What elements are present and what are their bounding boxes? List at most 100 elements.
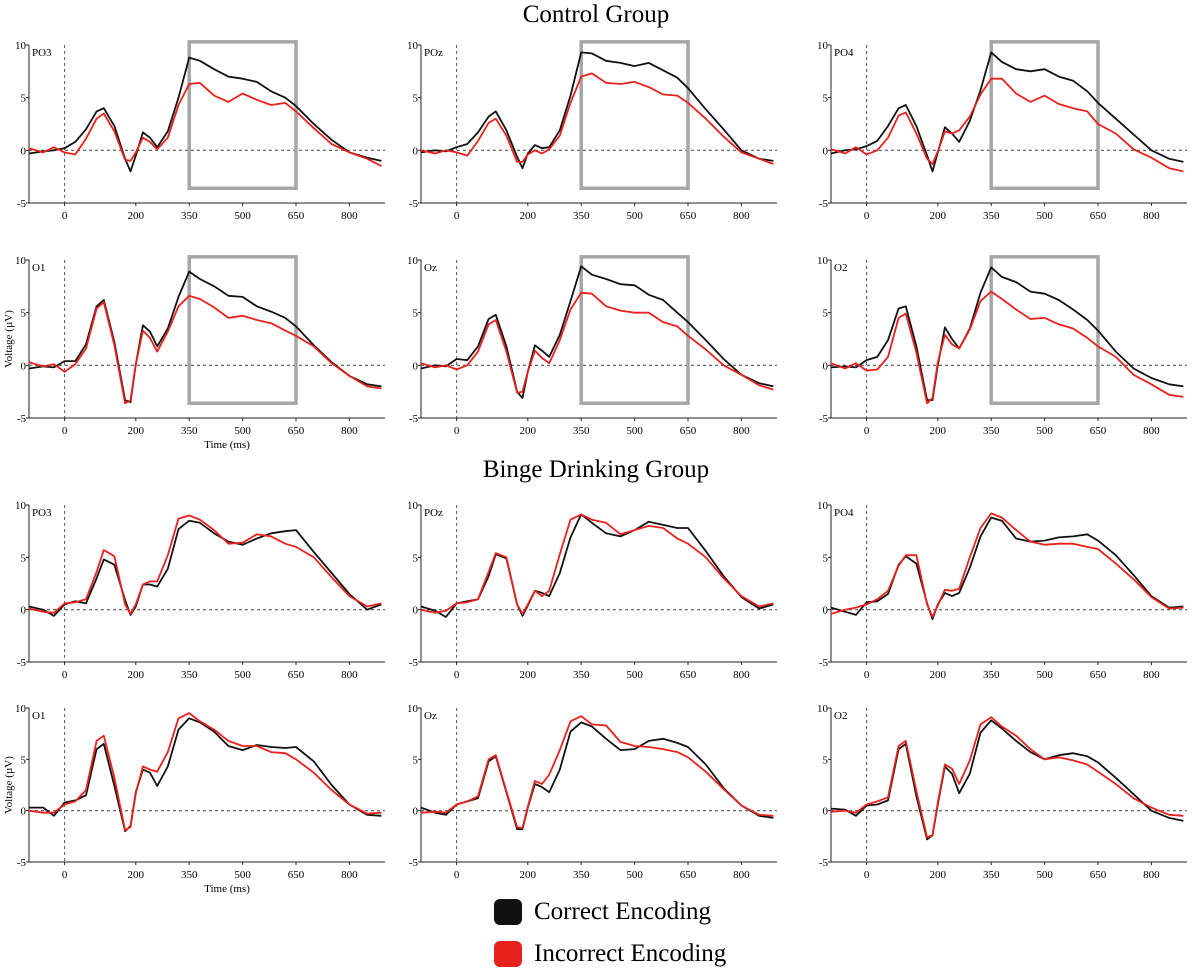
erp-panel-binge-po3: -5 0 5 10 0 200 350 500 650 800 PO3	[15, 500, 385, 681]
waveform-correct-encoding	[28, 519, 382, 617]
y-tick-label: -5	[17, 413, 27, 425]
x-tick-label: 800	[1143, 425, 1160, 437]
x-tick-label: 500	[234, 210, 251, 222]
x-tick-label: 650	[1090, 210, 1107, 222]
x-tick-label: 350	[181, 425, 198, 437]
y-tick-label: 0	[21, 605, 27, 617]
legend-label-correct: Correct Encoding	[534, 898, 712, 925]
x-tick-label: 800	[733, 425, 750, 437]
group-title: Control Group	[523, 1, 670, 28]
x-tick-label: 0	[864, 669, 870, 681]
x-tick-label: 650	[288, 869, 305, 881]
x-tick-label: 500	[1036, 210, 1053, 222]
erp-panel-control-o1: -5 0 5 10 0 200 350 500 650 800 O1 Voltage (µV) Time…	[3, 255, 385, 451]
y-tick-label: 5	[823, 93, 829, 105]
x-tick-label: 650	[680, 210, 697, 222]
waveform-correct-encoding	[830, 719, 1184, 841]
y-tick-label: 0	[823, 605, 829, 617]
legend-correct-encoding: Correct Encoding	[494, 898, 711, 926]
x-tick-label: 650	[288, 210, 305, 222]
y-tick-label: -5	[409, 657, 419, 669]
x-tick-label: 200	[520, 425, 537, 437]
x-tick-label: 650	[1090, 869, 1107, 881]
x-tick-label: 350	[573, 669, 590, 681]
x-tick-label: 800	[341, 210, 358, 222]
waveform-incorrect-encoding	[28, 514, 382, 615]
erp-panel-control-po3: -5 0 5 10 0 200 350 500 650 800 PO3	[15, 40, 385, 222]
y-tick-label: 10	[15, 703, 27, 715]
y-tick-label: 0	[413, 145, 419, 157]
x-axis-title: Time (ms)	[204, 439, 250, 451]
x-tick-label: 350	[983, 669, 1000, 681]
waveform-incorrect-encoding	[420, 513, 774, 615]
y-tick-label: 10	[407, 40, 419, 52]
electrode-label: O2	[834, 262, 847, 274]
electrode-label: Oz	[424, 262, 437, 274]
y-tick-label: 5	[823, 308, 829, 320]
x-tick-label: 350	[181, 210, 198, 222]
x-tick-label: 0	[62, 425, 68, 437]
y-tick-label: 0	[413, 360, 419, 372]
erp-panel-binge-poz: -5 0 5 10 0 200 350 500 650 800 POz	[407, 500, 777, 681]
waveform-correct-encoding	[830, 516, 1184, 620]
y-axis-title: Voltage (µV)	[3, 310, 15, 368]
x-tick-label: 800	[341, 669, 358, 681]
x-tick-label: 350	[983, 869, 1000, 881]
analysis-window-box	[989, 40, 1100, 191]
legend-swatch-black	[494, 899, 522, 925]
y-tick-label: 0	[21, 806, 27, 818]
waveform-incorrect-encoding	[420, 715, 774, 829]
x-tick-label: 0	[864, 210, 870, 222]
analysis-window-box	[187, 40, 298, 191]
y-tick-label: 10	[15, 40, 27, 52]
x-tick-label: 200	[520, 869, 537, 881]
x-tick-label: 500	[234, 425, 251, 437]
y-tick-label: 5	[823, 754, 829, 766]
electrode-label: O1	[32, 262, 45, 274]
x-tick-label: 350	[573, 425, 590, 437]
y-axis-title: Voltage (µV)	[3, 756, 15, 814]
y-tick-label: 10	[817, 500, 829, 512]
x-tick-label: 0	[62, 669, 68, 681]
x-tick-label: 200	[128, 425, 145, 437]
waveform-incorrect-encoding	[28, 712, 382, 832]
y-tick-label: -5	[819, 657, 829, 669]
y-tick-label: -5	[409, 413, 419, 425]
y-tick-label: -5	[819, 413, 829, 425]
x-tick-label: 650	[680, 425, 697, 437]
x-tick-label: 0	[864, 425, 870, 437]
x-tick-label: 500	[626, 869, 643, 881]
waveform-correct-encoding	[29, 717, 382, 833]
waveform-incorrect-encoding	[420, 291, 774, 394]
x-tick-label: 650	[1090, 425, 1107, 437]
x-tick-label: 0	[454, 869, 460, 881]
y-tick-label: 0	[21, 145, 27, 157]
x-tick-label: 200	[520, 669, 537, 681]
x-tick-label: 0	[454, 669, 460, 681]
x-tick-label: 800	[1143, 669, 1160, 681]
x-tick-label: 800	[1143, 869, 1160, 881]
x-tick-label: 350	[983, 210, 1000, 222]
y-tick-label: 0	[823, 145, 829, 157]
erp-panel-binge-o2: -5 0 5 10 0 200 350 500 650 800 O2	[817, 703, 1187, 881]
x-tick-label: 800	[733, 869, 750, 881]
y-tick-label: -5	[819, 857, 829, 869]
x-tick-label: 200	[930, 869, 947, 881]
x-tick-label: 350	[181, 869, 198, 881]
y-tick-label: 5	[823, 552, 829, 564]
y-tick-label: 10	[15, 255, 27, 267]
y-tick-label: 10	[15, 500, 27, 512]
waveform-incorrect-encoding	[830, 290, 1184, 405]
x-tick-label: 800	[1143, 210, 1160, 222]
waveform-correct-encoding	[830, 51, 1184, 173]
waveform-incorrect-encoding	[28, 82, 382, 167]
x-tick-label: 650	[680, 869, 697, 881]
x-tick-label: 350	[983, 425, 1000, 437]
x-tick-label: 500	[626, 669, 643, 681]
y-tick-label: 5	[413, 308, 419, 320]
erp-panel-binge-oz: -5 0 5 10 0 200 350 500 650 800 Oz	[407, 703, 777, 881]
electrode-label: PO4	[834, 47, 854, 59]
x-tick-label: 200	[930, 425, 947, 437]
erp-panel-control-po4: -5 0 5 10 0 200 350 500 650 800 PO4	[817, 40, 1187, 222]
